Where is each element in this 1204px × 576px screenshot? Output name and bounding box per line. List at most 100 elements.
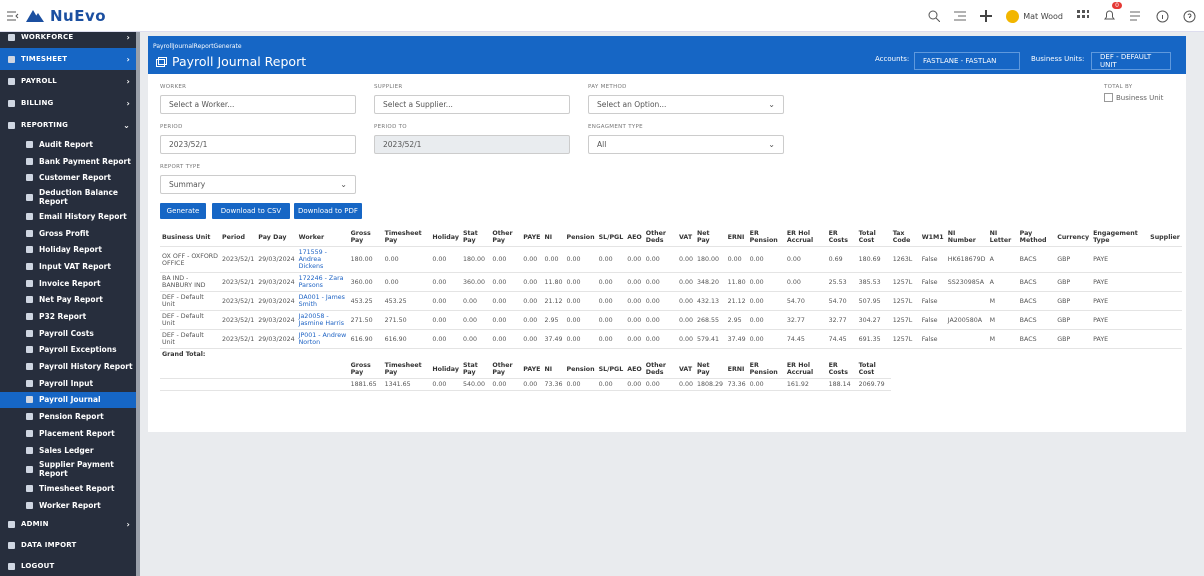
cell: 2023/52/1 <box>220 246 257 273</box>
report-link[interactable]: Holiday Report <box>0 241 140 258</box>
total-column-header: SL/PGL <box>596 360 626 379</box>
cell: 0.00 <box>521 310 543 330</box>
nav-item[interactable]: WORKFORCE › <box>0 32 140 48</box>
cell[interactable]: DA001 - James Smith <box>296 291 349 311</box>
column-header: Total Cost <box>856 228 891 247</box>
report-link[interactable]: P32 Report <box>0 308 140 325</box>
cell: 0.00 <box>430 310 461 330</box>
cell[interactable]: Ja20058 - Jasmine Harris <box>296 310 349 330</box>
cell: False <box>919 291 946 311</box>
total-cell: 0.00 <box>430 378 461 391</box>
checkbox[interactable]: Business Unit <box>1104 93 1163 102</box>
scrollbar[interactable] <box>136 32 140 576</box>
report-link[interactable]: Sales Ledger <box>0 442 140 459</box>
cell[interactable]: 172246 - Zara Parsons <box>296 272 349 292</box>
page-title: Payroll Journal Report <box>172 54 307 69</box>
cell: 0.00 <box>542 246 565 273</box>
help-icon[interactable] <box>1183 10 1196 23</box>
nav-label-wrap: DATA IMPORT <box>8 541 76 549</box>
total-column-header: Other Pay <box>490 360 522 379</box>
nav-item[interactable]: DATA IMPORT <box>0 535 140 556</box>
units-select[interactable]: DEF - DEFAULT UNIT <box>1091 52 1171 70</box>
nav-item[interactable]: BILLING › <box>0 92 140 114</box>
info-icon[interactable] <box>1156 10 1169 23</box>
report-link[interactable]: Payroll Costs <box>0 325 140 342</box>
report-label: Supplier Payment Report <box>39 460 114 479</box>
cell: GBP <box>1055 272 1092 292</box>
report-label: Audit Report <box>39 139 93 149</box>
report-link[interactable]: Timesheet Report <box>0 480 140 497</box>
field-input[interactable]: Select a Supplier... <box>374 95 570 114</box>
cell: PAYE <box>1091 329 1149 349</box>
nav-label: ADMIN <box>21 520 49 529</box>
total-column-header: ER Pension <box>747 360 785 379</box>
nav-item[interactable]: ADMIN › <box>0 514 140 535</box>
total-column-header: Pension <box>564 360 597 379</box>
report-link[interactable]: Input VAT Report <box>0 258 140 275</box>
report-link[interactable]: Invoice Report <box>0 275 140 292</box>
notifications[interactable]: 0 <box>1103 1 1122 26</box>
report-link[interactable]: Payroll History Report <box>0 358 140 375</box>
button[interactable]: Download to PDF <box>294 203 362 219</box>
cell: 0.00 <box>625 329 644 349</box>
report-link[interactable]: Bank Payment Report <box>0 153 140 170</box>
cell: 268.55 <box>695 310 726 330</box>
field-input[interactable]: 2023/52/1 <box>160 135 356 154</box>
user-menu[interactable]: Mat Wood <box>1006 9 1063 23</box>
column-header: NI Letter <box>987 228 1018 247</box>
button[interactable]: Generate <box>160 203 206 219</box>
report-link[interactable]: Payroll Input <box>0 375 140 392</box>
field-input[interactable]: Select a Worker... <box>160 95 356 114</box>
report-link[interactable]: Worker Report <box>0 497 140 514</box>
total-cell: 2069.79 <box>856 378 891 391</box>
field-input[interactable]: Select an Option... ⌄ <box>588 95 784 114</box>
nav-label-wrap: BILLING <box>8 99 53 107</box>
search-icon[interactable] <box>928 10 941 22</box>
cell[interactable]: JP001 - Andrew Norton <box>296 329 349 349</box>
column-header: ER Hol Accrual <box>784 228 827 247</box>
cell: BACS <box>1017 272 1056 292</box>
button[interactable]: Download to CSV <box>212 203 290 219</box>
cell: 29/03/2024 <box>256 291 297 311</box>
total-header-row: Gross Pay Timesheet Pay Holiday Stat Pay Oth… <box>160 360 1182 379</box>
nav-label-wrap: WORKFORCE <box>8 33 73 41</box>
accounts-select[interactable]: FASTLANE - FASTLAN <box>914 52 1020 70</box>
cell: 0.00 <box>725 246 748 273</box>
field-input[interactable]: All ⌄ <box>588 135 784 154</box>
logo[interactable]: NuEvo <box>26 7 106 25</box>
report-link[interactable]: Placement Report <box>0 425 140 442</box>
nav-item[interactable]: LOGOUT <box>0 556 140 576</box>
report-link[interactable]: Email History Report <box>0 208 140 225</box>
cell[interactable]: 171559 - Andrea Dickens <box>296 246 349 273</box>
cell: 0.00 <box>676 246 696 273</box>
tasks-icon[interactable] <box>1130 10 1142 22</box>
apps-icon[interactable] <box>1077 10 1089 22</box>
nav-label-wrap: LOGOUT <box>8 562 55 570</box>
cell: 1257L <box>890 329 920 349</box>
cell: 0.00 <box>382 246 431 273</box>
report-icon <box>26 363 33 371</box>
cell: 0.00 <box>521 329 543 349</box>
report-link[interactable]: Supplier Payment Report <box>0 458 140 480</box>
cell: 0.00 <box>625 291 644 311</box>
field-input[interactable]: Summary ⌄ <box>160 175 356 194</box>
report-link[interactable]: Pension Report <box>0 408 140 425</box>
report-link[interactable]: Gross Profit <box>0 225 140 242</box>
breadcrumb[interactable]: PayrollJournalReportGenerate <box>153 43 242 50</box>
report-link[interactable]: Audit Report <box>0 136 140 153</box>
report-link[interactable]: Payroll Journal <box>0 391 140 409</box>
cell: 0.00 <box>625 272 644 292</box>
report-link[interactable]: Customer Report <box>0 169 140 186</box>
cell: 2023/52/1 <box>220 272 257 292</box>
report-label: Holiday Report <box>39 245 102 255</box>
nav-item[interactable]: TIMESHEET › <box>0 48 140 70</box>
nav-item[interactable]: PAYROLL › <box>0 70 140 92</box>
cell: 691.35 <box>856 329 891 349</box>
report-link[interactable]: Deduction Balance Report <box>0 186 140 208</box>
nav-item[interactable]: REPORTING ⌄ <box>0 114 140 136</box>
list-icon[interactable] <box>954 10 967 22</box>
add-icon[interactable] <box>980 10 993 22</box>
menu-toggle[interactable] <box>6 9 20 23</box>
report-link[interactable]: Net Pay Report <box>0 292 140 309</box>
report-link[interactable]: Payroll Exceptions <box>0 342 140 359</box>
